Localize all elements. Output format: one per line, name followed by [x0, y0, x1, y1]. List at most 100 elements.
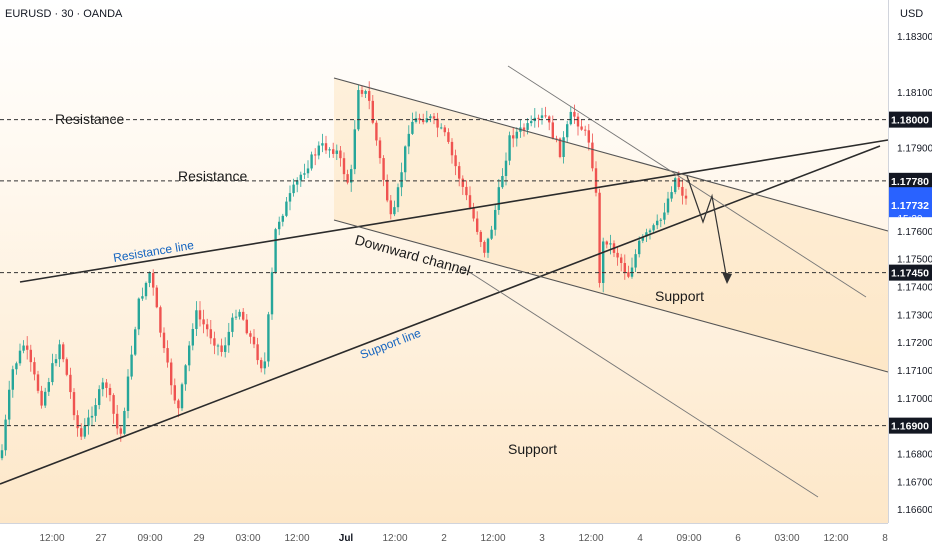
price-axis-ticks: 1.18300 1.18100 1.17900 1.17600 1.17500 1.174…	[897, 32, 932, 516]
candle-body-146	[526, 123, 529, 130]
candle-body-42	[152, 272, 155, 288]
time-tick-14: 6	[735, 533, 741, 544]
candle-body-22	[80, 428, 83, 437]
candle-body-61	[220, 345, 223, 352]
time-axis-panel[interactable]	[0, 523, 932, 550]
candle-body-38	[137, 298, 140, 330]
projection-arrow	[722, 272, 732, 284]
candle-body-169	[609, 243, 612, 245]
candle-body-96	[346, 174, 349, 183]
candle-body-62	[224, 345, 227, 352]
candle-body-187	[674, 178, 677, 193]
level-tag-2: 1.17450	[891, 268, 929, 280]
candle-body-135	[486, 238, 490, 253]
header: EURUSD · 30 · OANDA	[5, 8, 123, 20]
candle-body-120	[432, 116, 436, 119]
candle-body-136	[490, 229, 493, 239]
candle-body-131	[472, 207, 475, 219]
level-tag-box-3	[889, 417, 932, 434]
horizontal-levels	[0, 119, 888, 427]
candle-body-41	[148, 272, 151, 283]
candle-body-125	[450, 141, 454, 156]
candle-body-163	[587, 130, 590, 143]
candle-body-158	[569, 111, 572, 125]
price-tick-10: 1.16800	[897, 449, 932, 460]
level-tag-0: 1.18000	[891, 115, 929, 127]
time-tick-7: 12:00	[382, 533, 407, 544]
candle-body-114	[411, 121, 414, 134]
candle-body-156	[562, 137, 565, 157]
candle-body-140	[504, 160, 508, 177]
candle-body-49	[177, 400, 180, 409]
candle-body-157	[566, 124, 569, 138]
candle-body-178	[641, 236, 644, 241]
candle-body-162	[584, 129, 587, 131]
trend-lines	[0, 65, 889, 498]
candle-body-32	[116, 413, 119, 429]
candle-body-98	[353, 129, 356, 170]
candle-body-35	[126, 376, 130, 411]
candle-body-46	[166, 348, 169, 363]
candle-body-185	[666, 198, 670, 213]
candle-body-75	[270, 272, 274, 315]
price-tick-4: 1.17500	[897, 255, 932, 266]
candle-body-87	[314, 154, 317, 156]
candle-body-59	[213, 338, 216, 346]
label-resistance-top: Resistance	[55, 111, 124, 127]
candle-body-19	[69, 374, 72, 393]
candle-body-60	[216, 345, 220, 347]
time-tick-6: Jul	[339, 533, 354, 544]
current-price-tag: 1.17732 15:39	[889, 187, 932, 225]
candle-body-179	[645, 232, 648, 237]
downward-channel-zone	[334, 78, 888, 372]
time-tick-2: 09:00	[137, 533, 162, 544]
candle-body-153	[551, 122, 554, 139]
candle-body-77	[278, 221, 281, 230]
candle-body-1	[4, 419, 7, 451]
time-tick-1: 27	[95, 533, 107, 544]
candle-body-160	[576, 116, 580, 127]
candle-body-172	[620, 257, 623, 264]
candle-body-126	[454, 155, 457, 167]
candle-body-24	[87, 417, 90, 426]
candle-body-173	[623, 263, 626, 273]
candle-body-142	[512, 135, 515, 139]
candle-body-181	[652, 225, 655, 231]
fan-line-lower	[462, 267, 819, 498]
candle-body-109	[393, 207, 396, 215]
candle-body-141	[508, 135, 511, 161]
candle-body-83	[299, 174, 302, 181]
candle-body-70	[252, 336, 256, 345]
candle-body-183	[659, 219, 662, 221]
candle-body-48	[173, 385, 176, 401]
candle-body-36	[130, 354, 133, 377]
candle-body-29	[105, 382, 108, 388]
candle-body-4	[15, 363, 18, 370]
time-tick-12: 4	[637, 533, 643, 544]
candle-body-180	[648, 230, 652, 233]
candle-body-53	[191, 329, 194, 346]
candle-body-86	[310, 154, 313, 169]
time-tick-3: 29	[193, 533, 205, 544]
candle-body-171	[616, 252, 619, 258]
candle-body-134	[483, 241, 486, 253]
candle-body-37	[134, 329, 137, 355]
candle-body-69	[249, 333, 252, 337]
candle-body-3	[11, 369, 14, 390]
candle-body-102	[368, 91, 371, 101]
candle-body-11	[40, 390, 43, 406]
candle-body-133	[479, 231, 482, 242]
candle-body-101	[364, 91, 367, 94]
candle-body-74	[267, 314, 270, 362]
candle-body-63	[227, 331, 230, 346]
level-tags: 1.18000 1.17780 1.17450 1.16900	[889, 111, 932, 434]
candle-body-31	[112, 395, 115, 414]
candle-body-13	[47, 382, 50, 392]
candle-body-78	[281, 215, 284, 222]
candle-body-106	[382, 158, 385, 180]
candle-body-45	[162, 332, 166, 349]
resistance-line	[19, 139, 889, 283]
candle-body-147	[530, 121, 533, 124]
candle-body-0	[0, 450, 4, 459]
